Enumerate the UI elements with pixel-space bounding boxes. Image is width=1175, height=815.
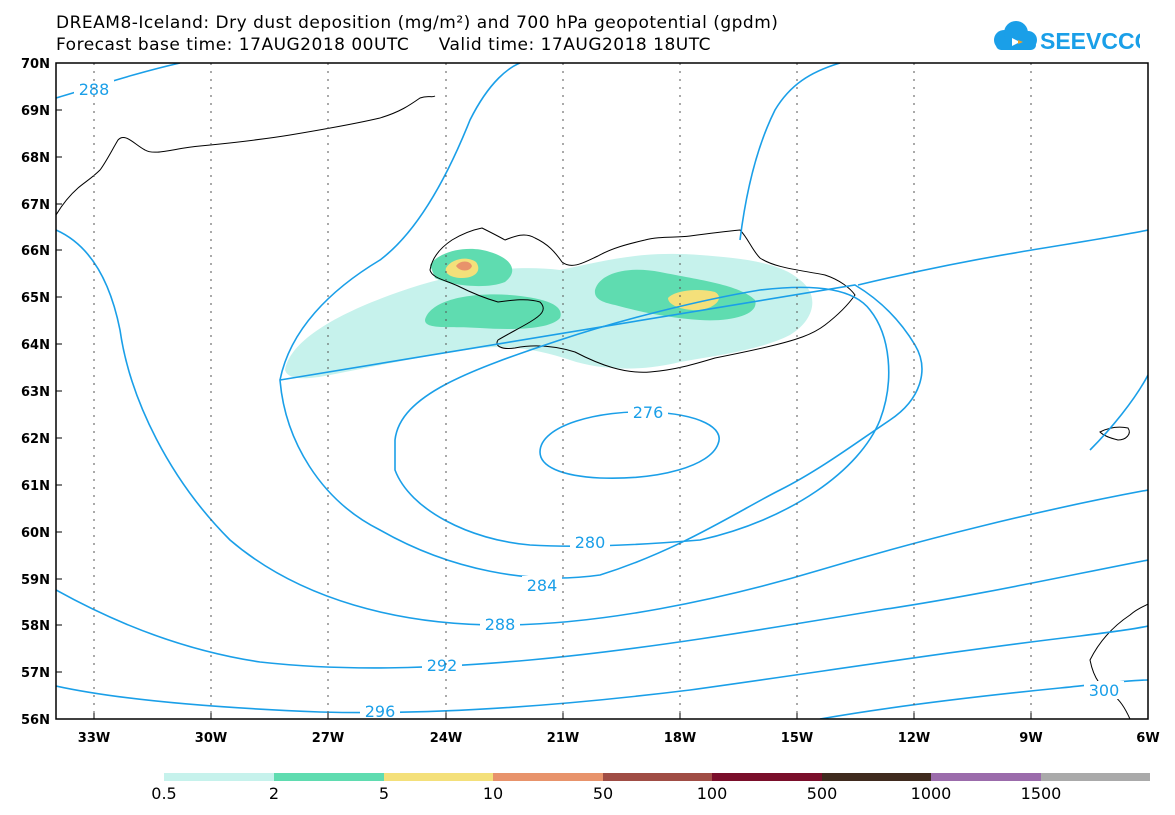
coastlines [56, 95, 1148, 719]
contour-label-288: 288 [485, 615, 516, 634]
lat-label: 56N [21, 713, 50, 728]
colorbar-tick: 100 [696, 784, 728, 803]
contour-284-east-branch [739, 63, 841, 241]
latitude-labels: 70N 69N 68N 67N 66N 65N 64N 63N 62N 61N … [21, 57, 50, 728]
svg-text:SEEVCCC: SEEVCCC [1040, 28, 1140, 54]
lat-label: 57N [21, 666, 50, 681]
colorbar-tick: 10 [482, 784, 504, 803]
colorbar-bin [712, 773, 822, 781]
lon-label: 24W [430, 731, 462, 746]
contour-292 [56, 559, 1148, 669]
scotland-coast [1089, 603, 1148, 719]
colorbar-bin [493, 773, 603, 781]
contour-284 [279, 63, 923, 579]
lon-label: 6W [1136, 731, 1159, 746]
colorbar-tick: 5 [378, 784, 390, 803]
colorbar-bin [603, 773, 712, 781]
lat-label: 67N [21, 198, 50, 213]
colorbar-bin [274, 773, 384, 781]
dust-10-area-nw [456, 261, 472, 271]
contour-label-288-north: 288 [79, 80, 110, 99]
lon-label: 30W [195, 731, 227, 746]
axis-ticks [56, 62, 1032, 719]
lat-label: 65N [21, 291, 50, 306]
lat-label: 58N [21, 619, 50, 634]
lon-label: 9W [1019, 731, 1042, 746]
colorbar-bin [164, 773, 274, 781]
contour-labels: 288 276 280 284 288 292 296 300 [74, 80, 1124, 721]
graticule [93, 63, 1032, 719]
colorbar-tick: 500 [806, 784, 838, 803]
seevccc-logo: SEEVCCC [994, 21, 1140, 54]
lon-label: 33W [78, 731, 110, 746]
contour-label-280: 280 [575, 533, 606, 552]
colorbar [164, 773, 1150, 781]
greenland-coast [56, 95, 436, 216]
lat-label: 59N [21, 573, 50, 588]
geopotential-contours [56, 63, 1148, 719]
map-frame [55, 62, 1149, 720]
lon-label: 12W [898, 731, 930, 746]
lon-label: 21W [547, 731, 579, 746]
dust-5-area-central [668, 290, 720, 311]
contour-label-292: 292 [427, 656, 458, 675]
colorbar-tick: 0.5 [151, 784, 177, 803]
faroe-islands [1099, 426, 1130, 441]
dust-2-area-west [425, 294, 561, 329]
longitude-labels: 33W 30W 27W 24W 21W 18W 15W 12W 9W 6W [78, 731, 1160, 746]
contour-label-284: 284 [527, 576, 558, 595]
iceland-coast [429, 227, 856, 373]
colorbar-bin [822, 773, 931, 781]
lat-label: 63N [21, 385, 50, 400]
colorbar-tick: 1500 [1020, 784, 1062, 803]
lon-label: 18W [664, 731, 696, 746]
colorbar-bin [384, 773, 493, 781]
lat-label: 70N [21, 57, 50, 72]
lat-label: 61N [21, 479, 50, 494]
lat-label: 69N [21, 104, 50, 119]
contour-280 [394, 286, 890, 547]
contour-label-276: 276 [633, 403, 664, 422]
lat-label: 62N [21, 432, 50, 447]
lat-label: 64N [21, 338, 50, 353]
lat-label: 60N [21, 526, 50, 541]
contour-288 [56, 229, 1148, 626]
lat-label: 66N [21, 244, 50, 259]
colorbar-bin [1041, 773, 1150, 781]
contour-label-300: 300 [1089, 681, 1120, 700]
lat-label: 68N [21, 151, 50, 166]
contour-label-296: 296 [365, 702, 396, 721]
contour-288-east [857, 229, 1148, 286]
dust-deposition-field [285, 248, 813, 379]
contour-296 [56, 625, 1148, 714]
colorbar-tick: 50 [592, 784, 614, 803]
contour-300 [819, 374, 1148, 719]
contour-288-north [56, 63, 181, 99]
map-title: DREAM8-Iceland: Dry dust deposition (mg/… [56, 13, 779, 33]
map-subtitle: Forecast base time: 17AUG2018 00UTC Vali… [56, 35, 711, 55]
lon-label: 15W [781, 731, 813, 746]
contour-276 [539, 411, 720, 479]
lon-label: 27W [312, 731, 344, 746]
colorbar-tick: 2 [268, 784, 280, 803]
colorbar-tick: 1000 [910, 784, 952, 803]
colorbar-bin [931, 773, 1041, 781]
